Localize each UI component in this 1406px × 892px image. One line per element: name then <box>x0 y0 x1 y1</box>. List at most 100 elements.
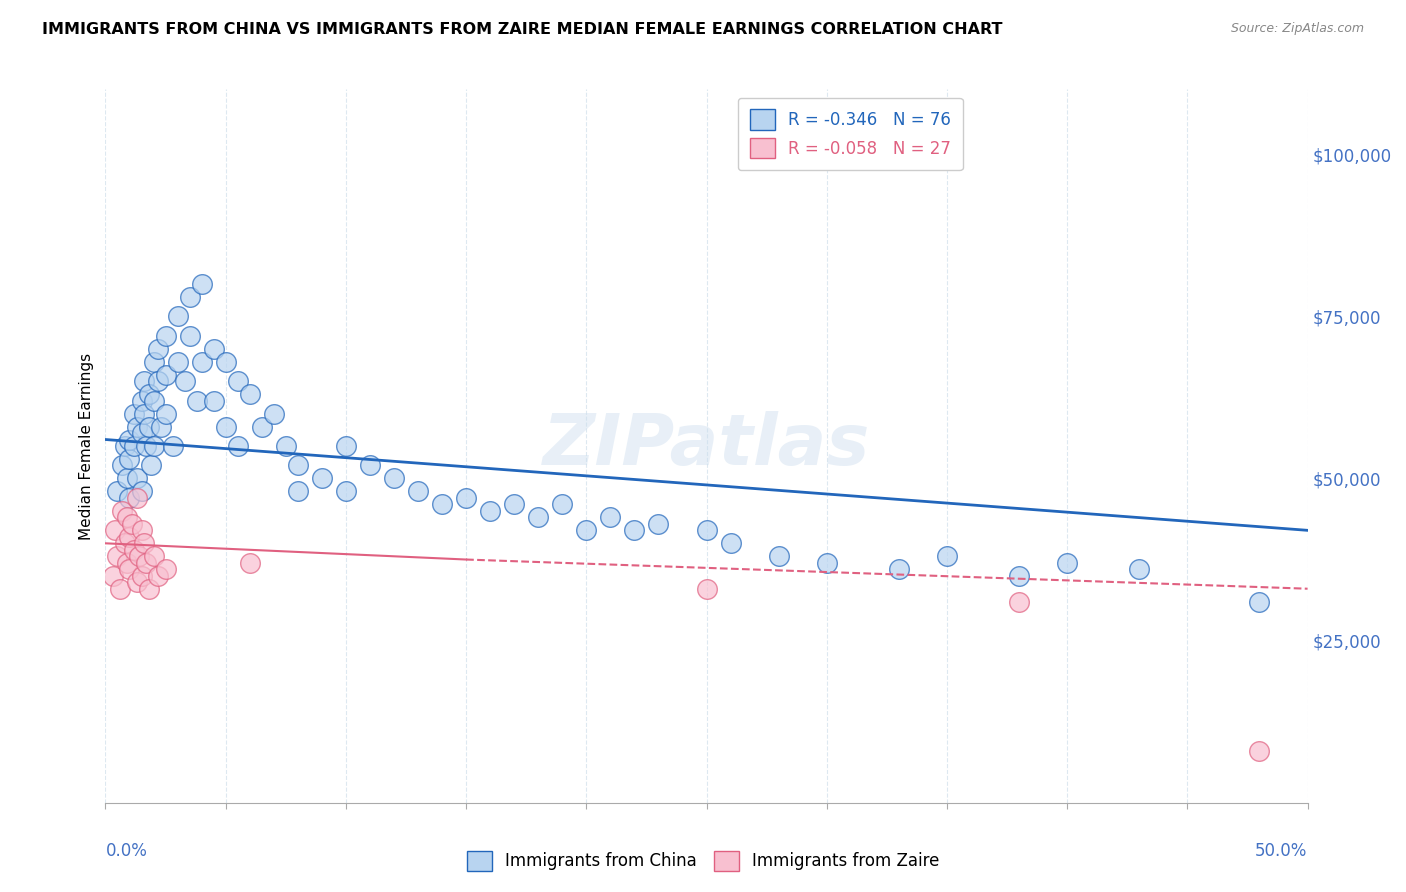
Point <box>155 328 177 343</box>
Point <box>131 568 153 582</box>
Point <box>623 524 645 538</box>
Point <box>148 342 170 356</box>
Point <box>1056 556 1078 570</box>
Point <box>135 556 157 570</box>
Point <box>226 439 249 453</box>
Point <box>155 407 177 421</box>
Point <box>118 491 141 505</box>
Point <box>121 516 143 531</box>
Text: 50.0%: 50.0% <box>1256 842 1308 860</box>
Point <box>131 484 153 499</box>
Point <box>406 484 429 499</box>
Point <box>214 419 236 434</box>
Point <box>118 530 141 544</box>
Point <box>1008 595 1031 609</box>
Point <box>115 510 138 524</box>
Text: ZIPatlas: ZIPatlas <box>543 411 870 481</box>
Point <box>311 471 333 485</box>
Point <box>575 524 598 538</box>
Point <box>115 471 138 485</box>
Point <box>179 290 201 304</box>
Point <box>1249 744 1271 758</box>
Point <box>173 374 195 388</box>
Point <box>430 497 453 511</box>
Point <box>887 562 910 576</box>
Point <box>128 549 150 564</box>
Point <box>118 562 141 576</box>
Point <box>647 516 669 531</box>
Point <box>202 393 225 408</box>
Point <box>114 439 136 453</box>
Text: 0.0%: 0.0% <box>105 842 148 860</box>
Point <box>527 510 550 524</box>
Point <box>263 407 285 421</box>
Point <box>132 374 155 388</box>
Point <box>142 439 165 453</box>
Text: IMMIGRANTS FROM CHINA VS IMMIGRANTS FROM ZAIRE MEDIAN FEMALE EARNINGS CORRELATIO: IMMIGRANTS FROM CHINA VS IMMIGRANTS FROM… <box>42 22 1002 37</box>
Point <box>155 562 177 576</box>
Point <box>107 484 129 499</box>
Point <box>131 425 153 440</box>
Point <box>131 393 153 408</box>
Point <box>101 568 124 582</box>
Point <box>132 536 155 550</box>
Point <box>551 497 574 511</box>
Point <box>382 471 405 485</box>
Point <box>111 458 134 473</box>
Point <box>108 582 131 596</box>
Point <box>149 419 172 434</box>
Point <box>503 497 526 511</box>
Text: Source: ZipAtlas.com: Source: ZipAtlas.com <box>1230 22 1364 36</box>
Legend: Immigrants from China, Immigrants from Zaire: Immigrants from China, Immigrants from Z… <box>458 842 948 880</box>
Point <box>335 439 357 453</box>
Point <box>138 419 160 434</box>
Point <box>815 556 838 570</box>
Point <box>142 354 165 368</box>
Point <box>125 491 148 505</box>
Point <box>720 536 742 550</box>
Point <box>599 510 621 524</box>
Point <box>155 368 177 382</box>
Point <box>239 556 262 570</box>
Point <box>125 575 148 590</box>
Point <box>166 310 188 324</box>
Point <box>118 433 141 447</box>
Point <box>148 568 170 582</box>
Point <box>239 387 262 401</box>
Point <box>162 439 184 453</box>
Point <box>479 504 502 518</box>
Y-axis label: Median Female Earnings: Median Female Earnings <box>79 352 94 540</box>
Point <box>135 439 157 453</box>
Point <box>124 407 146 421</box>
Point <box>131 524 153 538</box>
Point <box>166 354 188 368</box>
Point <box>125 471 148 485</box>
Point <box>125 419 148 434</box>
Point <box>139 458 162 473</box>
Point <box>696 524 718 538</box>
Point <box>148 374 170 388</box>
Point <box>214 354 236 368</box>
Point <box>186 393 208 408</box>
Point <box>287 458 309 473</box>
Point <box>226 374 249 388</box>
Point <box>179 328 201 343</box>
Point <box>111 504 134 518</box>
Point <box>118 452 141 467</box>
Point <box>250 419 273 434</box>
Point <box>124 542 146 557</box>
Point <box>287 484 309 499</box>
Point <box>274 439 297 453</box>
Point <box>1128 562 1150 576</box>
Point <box>768 549 790 564</box>
Point <box>936 549 959 564</box>
Point <box>696 582 718 596</box>
Point <box>104 524 127 538</box>
Point <box>115 556 138 570</box>
Point <box>124 439 146 453</box>
Point <box>142 549 165 564</box>
Point <box>1249 595 1271 609</box>
Point <box>359 458 381 473</box>
Point <box>335 484 357 499</box>
Point <box>1008 568 1031 582</box>
